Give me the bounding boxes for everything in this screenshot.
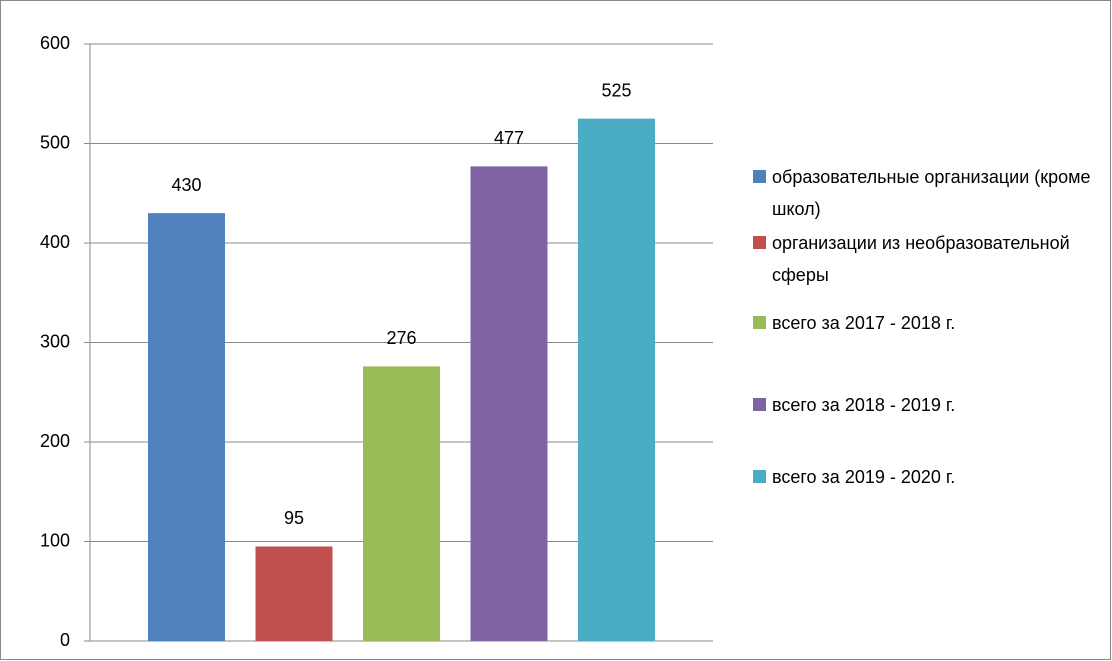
y-tick-label: 300 <box>40 331 70 351</box>
data-label: 430 <box>171 175 201 195</box>
bar <box>148 213 225 641</box>
legend-swatch <box>753 236 766 249</box>
legend-label: всего за 2018 - 2019 г. <box>772 395 956 415</box>
data-label: 95 <box>284 508 304 528</box>
y-tick-label: 0 <box>60 630 70 650</box>
y-tick-label: 200 <box>40 431 70 451</box>
legend-entry: всего за 2019 - 2020 г. <box>753 461 1093 493</box>
legend-entry: организации из необразовательной сферы <box>753 227 1093 291</box>
data-label: 276 <box>386 328 416 348</box>
bar <box>255 546 333 641</box>
data-label: 477 <box>494 128 524 148</box>
bar <box>363 366 440 641</box>
bar <box>470 166 548 641</box>
legend-label: всего за 2017 - 2018 г. <box>772 313 956 333</box>
y-tick-label: 600 <box>40 33 70 53</box>
legend-swatch <box>753 398 766 411</box>
y-tick-label: 500 <box>40 132 70 152</box>
legend-label: организации из необразовательной сферы <box>772 233 1070 285</box>
legend-entry: образовательные организации (кроме школ) <box>753 161 1093 225</box>
y-tick-label: 400 <box>40 232 70 252</box>
legend-swatch <box>753 470 766 483</box>
legend-swatch <box>753 170 766 183</box>
legend-swatch <box>753 316 766 329</box>
legend-label: всего за 2019 - 2020 г. <box>772 467 956 487</box>
data-label: 525 <box>601 80 631 100</box>
legend-entry: всего за 2017 - 2018 г. <box>753 307 1093 339</box>
legend-label: образовательные организации (кроме школ) <box>772 167 1091 219</box>
y-tick-label: 100 <box>40 530 70 550</box>
bar <box>578 118 655 641</box>
legend-entry: всего за 2018 - 2019 г. <box>753 389 1093 421</box>
